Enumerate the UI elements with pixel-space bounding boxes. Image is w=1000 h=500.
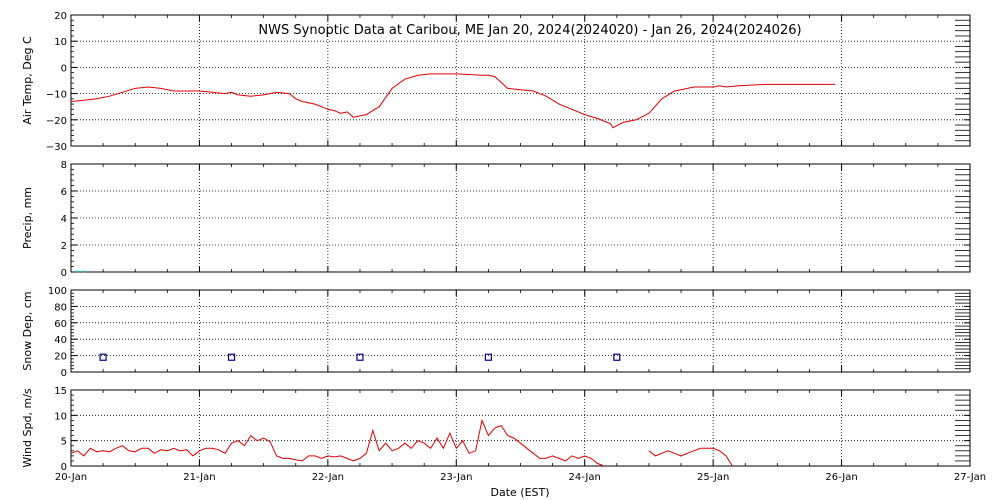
snow-depth-marker bbox=[484, 353, 492, 361]
x-tick-label: 27-Jan bbox=[954, 472, 986, 483]
series-line-air-temp bbox=[70, 73, 836, 129]
panel-frame bbox=[70, 389, 971, 467]
y-tick-label: 60 bbox=[54, 319, 67, 330]
panel-wind-speed: 15 10 5 0 Wind Spd, m/s bbox=[21, 386, 971, 473]
x-tick-label: 25-Jan bbox=[697, 472, 729, 483]
y-tick-label: 80 bbox=[54, 302, 67, 313]
y-tick-label: 0 bbox=[61, 462, 67, 473]
precip-bar bbox=[76, 270, 80, 273]
snow-depth-marker bbox=[99, 353, 107, 361]
series-line-wind-speed bbox=[70, 418, 605, 467]
snow-depth-marker bbox=[356, 353, 364, 361]
y-tick-label: −30 bbox=[46, 142, 67, 153]
panel-snow-depth: 100 80 60 40 20 0 Snow Dep, cm bbox=[21, 286, 971, 379]
snow-depth-marker bbox=[613, 353, 621, 361]
series-line-wind-speed bbox=[648, 447, 733, 467]
x-tick-label: 24-Jan bbox=[569, 472, 601, 483]
y-tick-label: 15 bbox=[54, 386, 67, 397]
panel-frame bbox=[70, 289, 971, 373]
y-tick-label: 10 bbox=[54, 411, 67, 422]
x-tick-label: 26-Jan bbox=[825, 472, 857, 483]
y-tick-label: 6 bbox=[61, 187, 67, 198]
x-tick-label: 20-Jan bbox=[55, 472, 87, 483]
y-tick-label: 0 bbox=[61, 268, 67, 279]
y-tick-label: 0 bbox=[61, 368, 67, 379]
y-tick-label: 10 bbox=[54, 37, 67, 48]
x-tick-label: 21-Jan bbox=[183, 472, 215, 483]
x-tick-label: 23-Jan bbox=[440, 472, 472, 483]
y-tick-label: 40 bbox=[54, 335, 67, 346]
y-tick-label: −10 bbox=[46, 90, 67, 101]
panel-air-temp: 20 10 0 −10 −20 −30 Air Temp, Deg C bbox=[21, 11, 971, 153]
y-tick-label: 20 bbox=[54, 352, 67, 363]
panel-frame bbox=[70, 163, 971, 273]
y-tick-label: 100 bbox=[48, 286, 67, 297]
snow-depth-marker bbox=[227, 353, 236, 361]
y-tick-label: 20 bbox=[54, 11, 67, 22]
y-axis-label-snow-depth: Snow Dep, cm bbox=[21, 291, 34, 370]
panel-precip: 8 6 4 2 0 Precip, mm bbox=[21, 160, 971, 279]
x-axis: 20-Jan 21-Jan 22-Jan 23-Jan 24-Jan 25-Jan 26-J… bbox=[55, 472, 986, 483]
x-tick-label: 22-Jan bbox=[312, 472, 344, 483]
x-axis-label: Date (EST) bbox=[490, 486, 549, 499]
chart-title: NWS Synoptic Data at Caribou, ME Jan 20,… bbox=[258, 23, 801, 38]
y-axis-label-wind-speed: Wind Spd, m/s bbox=[21, 388, 34, 468]
y-tick-label: 5 bbox=[61, 437, 67, 448]
y-axis-label-precip: Precip, mm bbox=[21, 187, 34, 249]
y-axis-label-air-temp: Air Temp, Deg C bbox=[21, 36, 34, 125]
y-tick-label: 0 bbox=[61, 63, 67, 74]
y-tick-label: 2 bbox=[61, 241, 67, 252]
y-tick-label: 8 bbox=[61, 160, 67, 171]
y-tick-label: 4 bbox=[61, 214, 67, 225]
precip-bar bbox=[82, 270, 86, 273]
y-tick-label: −20 bbox=[46, 116, 67, 127]
